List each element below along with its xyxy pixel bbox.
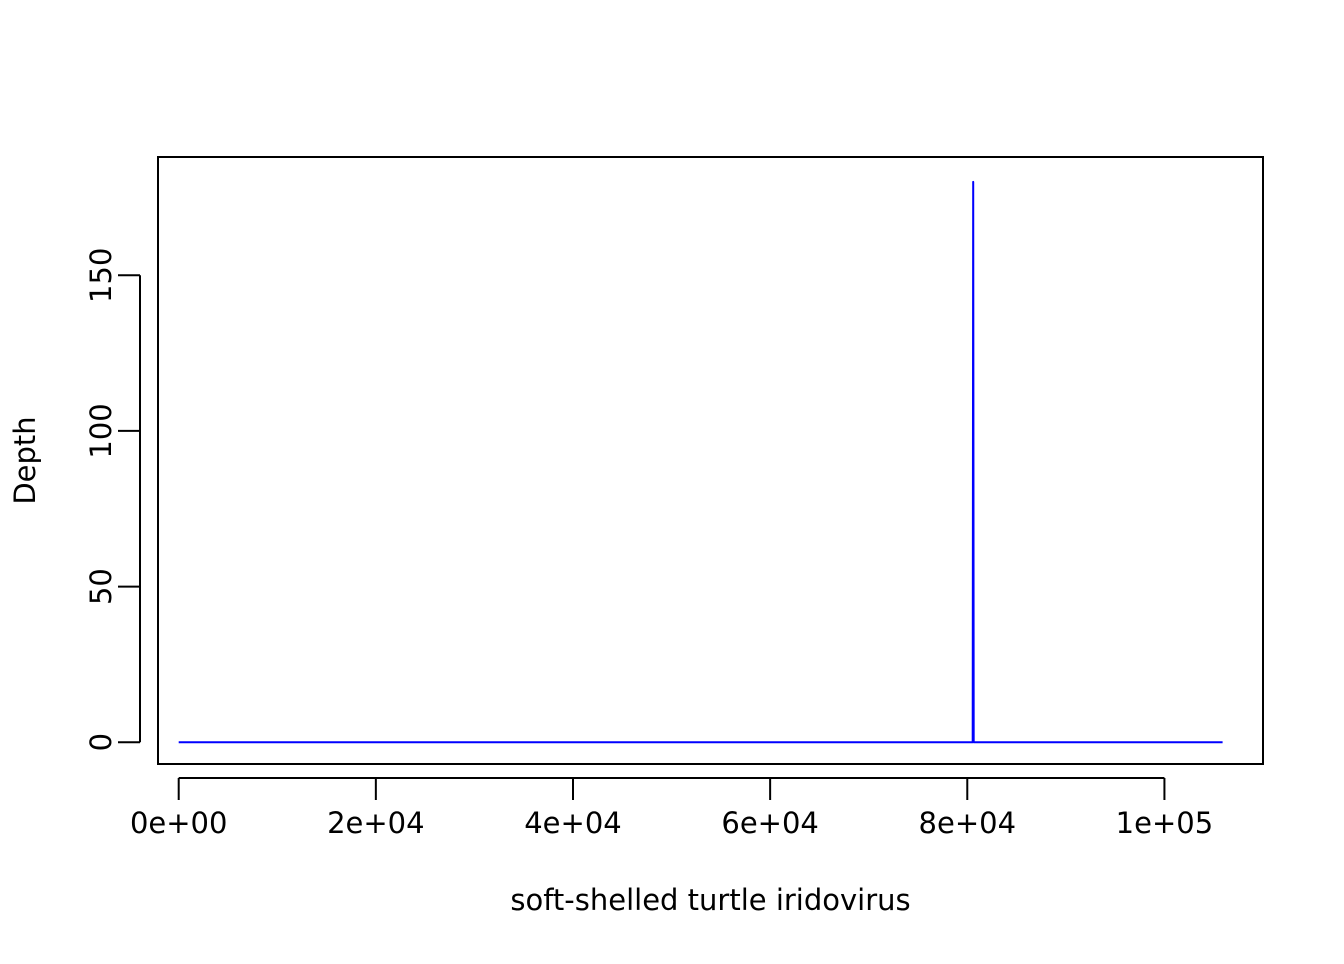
labels-layer: soft-shelled turtle iridovirus Depth bbox=[8, 416, 911, 917]
axes-layer: 0e+00 2e+04 4e+04 6e+04 8e+04 1e+05 0 50 100 150 bbox=[84, 156, 1264, 840]
plot-frame bbox=[157, 156, 1264, 765]
series-layer bbox=[178, 180, 1223, 744]
x-tick-label: 0e+00 bbox=[130, 806, 228, 840]
y-tick-label: 100 bbox=[84, 403, 118, 458]
x-tick-label: 1e+05 bbox=[1116, 806, 1214, 840]
x-tick-label: 4e+04 bbox=[524, 806, 622, 840]
y-axis-title: Depth bbox=[8, 416, 42, 504]
x-tick-label: 2e+04 bbox=[327, 806, 425, 840]
y-tick-label: 150 bbox=[84, 248, 118, 303]
series-line-0 bbox=[178, 180, 1223, 744]
x-axis-title: soft-shelled turtle iridovirus bbox=[510, 883, 910, 917]
y-tick-label: 0 bbox=[84, 733, 118, 751]
x-tick-label: 6e+04 bbox=[721, 806, 819, 840]
y-tick-label: 50 bbox=[84, 568, 118, 605]
x-tick-label: 8e+04 bbox=[919, 806, 1017, 840]
